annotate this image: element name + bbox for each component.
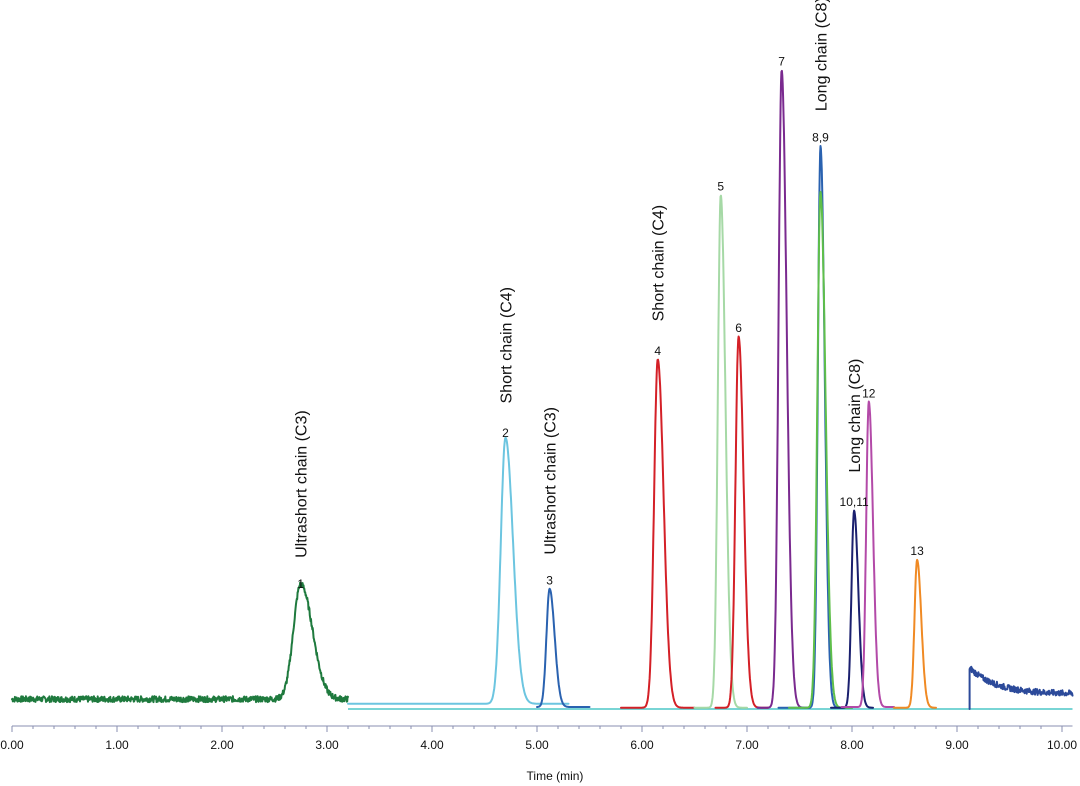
- x-tick-label: 4.00: [420, 738, 444, 752]
- chain-annotations: Ultrashort chain (C3) Short chain (C4) Ult…: [294, 0, 864, 558]
- x-tick-label: 9.00: [945, 738, 969, 752]
- peak-label-2: 2: [502, 426, 509, 440]
- chain-annotation-6: Long chain (C8): [847, 359, 864, 473]
- x-axis-title: Time (min): [527, 769, 584, 783]
- series-trace-1: [11, 581, 349, 704]
- peak-label-7: 7: [778, 55, 785, 69]
- peak-label-1: 1: [297, 577, 304, 591]
- chain-annotation-4: Short chain (C4): [651, 205, 668, 322]
- series-trace-12: [893, 558, 937, 709]
- x-tick-label: 5.00: [525, 738, 549, 752]
- x-tick-label: 8.00: [840, 738, 864, 752]
- x-tick-label: 1.00: [105, 738, 129, 752]
- x-tick-label: 7.00: [735, 738, 759, 752]
- series-trace-2: [347, 436, 570, 705]
- x-tick-label: 2.00: [210, 738, 234, 752]
- series-trace-9: [788, 190, 853, 709]
- series-trace-10: [830, 509, 874, 709]
- peak-label-6: 6: [735, 321, 742, 335]
- x-tick-label: 0.00: [0, 738, 24, 752]
- chromatogram-traces: [11, 69, 1074, 710]
- x-axis-ticks: 0.00 1.00 2.00 3.00 4.00 5.00 6.00 7.00 8.00 9.00…: [0, 726, 1077, 752]
- series-trace-3: [536, 587, 591, 708]
- peak-label-9: 10,11: [840, 495, 869, 509]
- series-trace-7: [756, 69, 811, 709]
- series-trace-6: [714, 335, 769, 709]
- peak-label-5: 5: [717, 180, 724, 194]
- x-tick-label: 3.00: [315, 738, 339, 752]
- series-trace-5: [693, 194, 748, 709]
- peak-label-11: 13: [910, 544, 924, 558]
- chain-annotation-2: Short chain (C4): [499, 287, 516, 404]
- chain-annotation-5: Long chain (C8): [814, 0, 831, 111]
- peak-label-10: 12: [862, 386, 876, 400]
- series-trace-11: [840, 400, 895, 708]
- x-tick-label: 6.00: [630, 738, 654, 752]
- peak-label-8: 8,9: [812, 130, 829, 144]
- series-trace-13: [968, 665, 1074, 710]
- series-trace-4: [620, 358, 696, 709]
- chain-annotation-3: Ultrashort chain (C3): [543, 407, 560, 555]
- x-tick-label: 10.00: [1047, 738, 1077, 752]
- chain-annotation-1: Ultrashort chain (C3): [294, 410, 311, 558]
- peak-label-4: 4: [654, 344, 661, 358]
- peak-label-3: 3: [546, 574, 553, 588]
